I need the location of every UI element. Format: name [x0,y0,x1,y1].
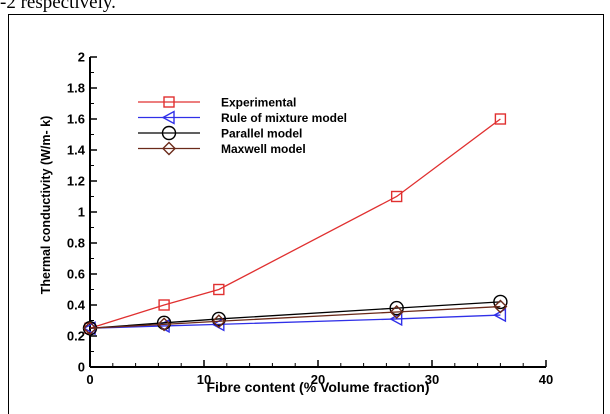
data-point-maxwell-model [83,321,97,336]
data-point-parallel-model [156,315,172,331]
legend-marker [162,141,176,156]
data-point-maxwell-model [211,314,226,329]
series-parallel-model [82,294,508,336]
x-tick-label: 40 [539,372,553,387]
legend-entry-maxwell-model: Maxwell model [138,141,306,156]
data-point-experimental [494,113,507,125]
legend-entry-parallel-model: Parallel model [138,125,302,141]
x-axis-title: Fibre content (% Volume fraction) [207,379,430,395]
series-rule-of-mixture-model [82,307,507,336]
y-tick-label: 1.8 [67,81,85,96]
data-point-maxwell-model [493,299,508,314]
y-tick-label: 0.8 [67,236,85,251]
y-tick-label: 2 [78,50,85,65]
y-tick-label: 1 [78,205,85,220]
y-tick-label: 1.4 [67,143,86,158]
legend-label: Rule of mixture model [221,111,347,125]
figure-frame [8,14,604,414]
legend-label: Experimental [221,96,296,110]
y-tick-label: 1.6 [67,112,85,127]
series-line-parallel-model [89,301,501,329]
data-point-parallel-model [211,311,227,327]
legend-entry-rule-of-mixture-model: Rule of mixture model [138,110,347,125]
y-axis-ticks: 0 0.2 0.4 0.6 0.8 1 1.2 1.4 1.6 1.8 2 [67,50,97,375]
data-point-experimental [390,190,403,203]
legend-entry-experimental: Experimental [138,96,296,110]
y-tick-label: 1.2 [67,174,85,189]
series-line-experimental [89,118,501,329]
data-point-parallel-model [389,300,404,316]
x-axis-ticks: 0 10 20 30 40 [86,360,553,387]
data-point-maxwell-model [157,317,172,332]
y-tick-label: 0 [78,360,85,375]
data-point-parallel-model [493,294,508,310]
series-line-maxwell-model [89,305,501,329]
x-tick-label: 10 [197,372,211,387]
x-tick-label: 30 [425,372,439,387]
series-line-rule-of-mixture-model [89,314,501,329]
series-layer [82,113,508,336]
data-point-maxwell-model [389,304,404,319]
y-tick-label: 0.6 [67,267,85,282]
legend-marker [161,110,175,125]
x-tick-label: 20 [311,372,325,387]
data-point-experimental [213,283,225,296]
series-maxwell-model [83,299,508,336]
top-caption-text: -2 respectively. [0,0,116,13]
y-tick-label: 0.2 [67,329,85,344]
legend-label: Maxwell model [221,142,306,156]
series-experimental [84,113,507,334]
legend-label: Parallel model [221,127,302,141]
y-tick-label: 0.4 [67,298,86,313]
legend-marker [161,125,177,141]
legend-marker [163,96,175,108]
data-point-rule-of-mixture-model [389,311,403,327]
y-axis-title: Thermal conductivity (W/m- k) [39,116,53,295]
data-point-experimental [158,299,170,311]
x-tick-label: 0 [86,372,93,387]
